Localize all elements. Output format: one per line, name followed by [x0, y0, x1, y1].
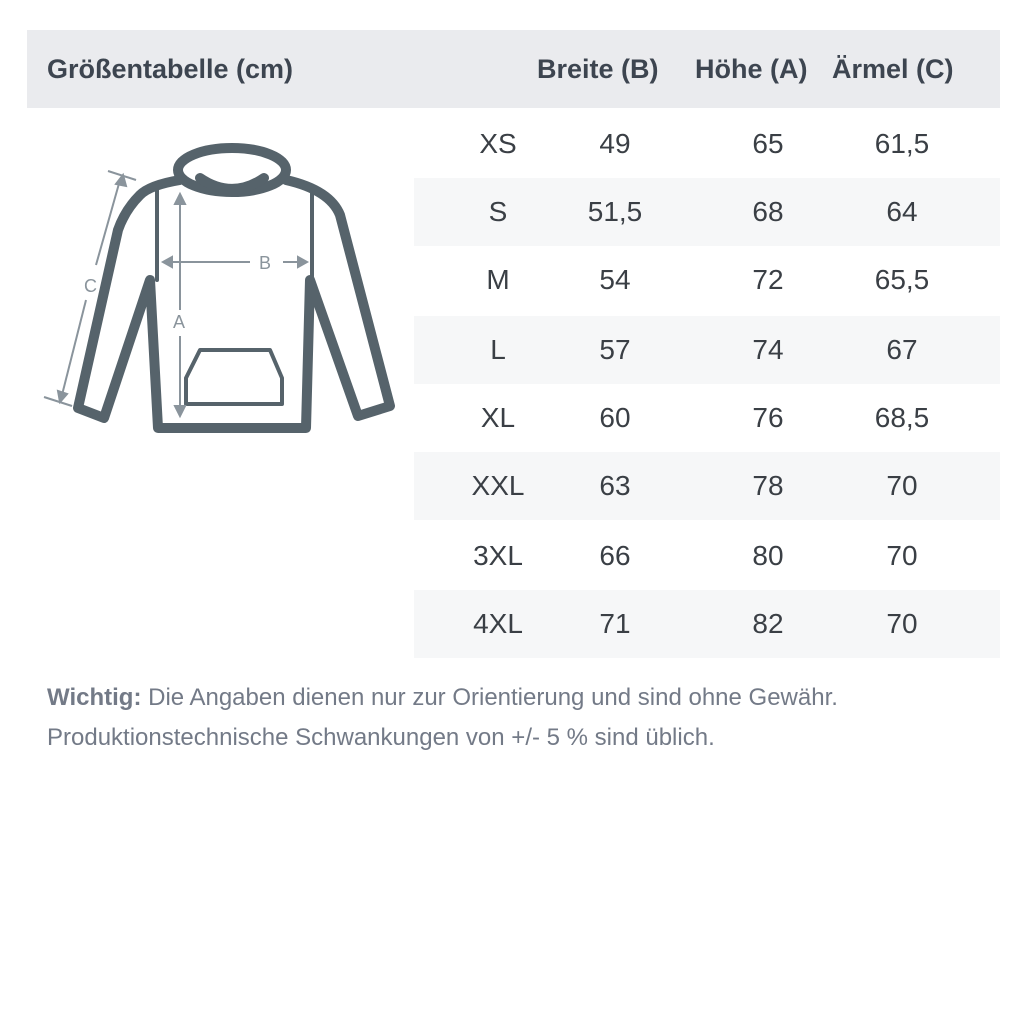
cell-hoehe: 80: [752, 540, 784, 571]
label-c: C: [84, 276, 97, 296]
cell-breite: 66: [599, 540, 631, 571]
cell-aermel: 68,5: [874, 402, 930, 433]
note-label: Wichtig:: [47, 684, 142, 711]
hoodie-measurement-diagram-icon: A B C: [43, 143, 395, 433]
cell-aermel: 70: [886, 470, 918, 501]
cell-hoehe: 65: [752, 128, 784, 159]
cell-size: L: [490, 334, 506, 365]
cell-size: 3XL: [473, 540, 523, 571]
cell-aermel: 61,5: [874, 128, 930, 159]
cell-aermel: 65,5: [874, 264, 930, 295]
cell-breite: 51,5: [587, 196, 643, 227]
cell-hoehe: 78: [752, 470, 784, 501]
disclaimer-note: Wichtig: Die Angaben dienen nur zur Orie…: [47, 678, 838, 758]
table-row: XL 60 76 68,5: [414, 384, 1000, 452]
table-row: M 54 72 65,5: [414, 246, 1000, 314]
cell-aermel: 70: [886, 608, 918, 639]
cell-hoehe: 82: [752, 608, 784, 639]
column-header-breite: Breite (B): [537, 54, 659, 84]
table-row: S 51,5 68 64: [414, 178, 1000, 246]
table-title: Größentabelle (cm): [47, 54, 294, 84]
cell-breite: 60: [599, 402, 631, 433]
cell-hoehe: 72: [752, 264, 784, 295]
cell-aermel: 64: [886, 196, 918, 227]
cell-breite: 49: [599, 128, 631, 159]
table-row: L 57 74 67: [414, 316, 1000, 384]
cell-size: S: [488, 196, 508, 227]
cell-breite: 54: [599, 264, 631, 295]
table-row: XXL 63 78 70: [414, 452, 1000, 520]
table-row: 3XL 66 80 70: [414, 522, 1000, 590]
cell-size: XXL: [471, 470, 525, 501]
table-row: 4XL 71 82 70: [414, 590, 1000, 658]
cell-size: XS: [479, 128, 517, 159]
cell-aermel: 67: [886, 334, 918, 365]
cell-breite: 57: [599, 334, 631, 365]
label-b: B: [259, 253, 271, 273]
cell-breite: 71: [599, 608, 631, 639]
cell-aermel: 70: [886, 540, 918, 571]
column-header-hoehe: Höhe (A): [695, 54, 808, 84]
table-header: Größentabelle (cm) Breite (B) Höhe (A) Ä…: [27, 30, 1000, 108]
note-line2: Produktionstechnische Schwankungen von +…: [47, 724, 715, 751]
cell-hoehe: 76: [752, 402, 784, 433]
cell-breite: 63: [599, 470, 631, 501]
cell-size: M: [486, 264, 510, 295]
cell-hoehe: 74: [752, 334, 784, 365]
cell-size: 4XL: [473, 608, 523, 639]
label-a: A: [173, 312, 185, 332]
note-line1: Die Angaben dienen nur zur Orientierung …: [141, 684, 838, 711]
table-row: XS 49 65 61,5: [414, 110, 1000, 178]
cell-size: XL: [480, 402, 516, 433]
column-header-aermel: Ärmel (C): [832, 54, 954, 84]
cell-hoehe: 68: [752, 196, 784, 227]
